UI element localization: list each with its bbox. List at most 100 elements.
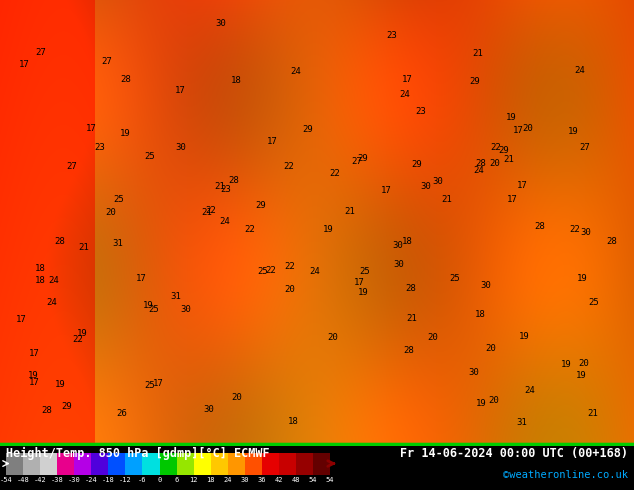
Text: -38: -38 <box>51 477 64 483</box>
Text: 17: 17 <box>507 195 517 204</box>
Text: 17: 17 <box>29 378 39 387</box>
Text: 19: 19 <box>576 371 586 380</box>
Text: 28: 28 <box>476 159 486 169</box>
Text: 18: 18 <box>288 417 299 426</box>
Text: 30: 30 <box>469 368 479 377</box>
Text: 30: 30 <box>432 177 443 186</box>
Text: 19: 19 <box>120 129 131 138</box>
Text: 22: 22 <box>285 262 295 271</box>
Text: 24: 24 <box>223 477 232 483</box>
Text: 20: 20 <box>486 344 496 353</box>
Bar <box>313 453 330 474</box>
Text: 25: 25 <box>113 195 124 204</box>
Text: 20: 20 <box>489 396 500 405</box>
Text: 28: 28 <box>406 284 417 293</box>
Text: 6: 6 <box>174 477 179 483</box>
Text: 30: 30 <box>481 281 491 290</box>
Text: 30: 30 <box>394 260 404 269</box>
Text: 21: 21 <box>588 409 598 418</box>
Text: 28: 28 <box>229 176 240 185</box>
Text: 29: 29 <box>498 146 509 155</box>
Text: 54: 54 <box>325 477 334 483</box>
Text: 25: 25 <box>257 268 268 276</box>
Bar <box>41 453 58 474</box>
Text: 17: 17 <box>513 126 524 135</box>
Text: 42: 42 <box>275 477 283 483</box>
Text: 28: 28 <box>607 237 618 246</box>
Text: 19: 19 <box>55 380 65 389</box>
Text: 24: 24 <box>47 297 57 307</box>
Bar <box>108 453 126 474</box>
Text: 29: 29 <box>470 77 481 86</box>
Text: 17: 17 <box>16 316 27 324</box>
Text: 22: 22 <box>245 225 256 234</box>
Text: -48: -48 <box>17 477 30 483</box>
Text: 18: 18 <box>401 237 412 246</box>
Bar <box>228 453 245 474</box>
Text: 17: 17 <box>29 349 39 358</box>
Text: 20: 20 <box>231 393 242 402</box>
Text: 25: 25 <box>588 297 599 307</box>
Text: 19: 19 <box>143 301 153 310</box>
Text: 24: 24 <box>524 386 535 394</box>
Text: 23: 23 <box>94 143 105 151</box>
Text: 20: 20 <box>522 123 533 133</box>
Text: Height/Temp. 850 hPa [gdmp][°C] ECMWF: Height/Temp. 850 hPa [gdmp][°C] ECMWF <box>6 447 270 460</box>
Text: 28: 28 <box>120 74 131 84</box>
Bar <box>176 453 193 474</box>
Text: -42: -42 <box>34 477 47 483</box>
Text: 24: 24 <box>574 66 585 75</box>
Text: 19: 19 <box>28 371 39 380</box>
Text: 18: 18 <box>231 76 242 85</box>
Text: 17: 17 <box>354 277 365 287</box>
Bar <box>23 453 41 474</box>
Bar <box>160 453 176 474</box>
Text: ©weatheronline.co.uk: ©weatheronline.co.uk <box>503 470 628 480</box>
Bar <box>126 453 143 474</box>
Text: 30: 30 <box>181 305 191 315</box>
Text: 22: 22 <box>73 336 84 344</box>
Bar <box>193 453 210 474</box>
Text: 17: 17 <box>380 186 391 195</box>
Text: 19: 19 <box>476 399 486 408</box>
Text: 30: 30 <box>176 143 186 151</box>
Text: 24: 24 <box>309 268 320 276</box>
Bar <box>210 453 228 474</box>
Text: 29: 29 <box>256 200 266 210</box>
Text: 18: 18 <box>35 276 46 285</box>
Text: 30: 30 <box>204 405 214 414</box>
Text: 30: 30 <box>240 477 249 483</box>
Text: 17: 17 <box>136 274 146 283</box>
Text: 27: 27 <box>36 48 46 57</box>
Text: Fr 14-06-2024 00:00 UTC (00+168): Fr 14-06-2024 00:00 UTC (00+168) <box>399 447 628 460</box>
Text: 27: 27 <box>352 157 363 166</box>
Text: 17: 17 <box>18 60 29 69</box>
Text: 36: 36 <box>257 477 266 483</box>
Text: 25: 25 <box>145 381 155 390</box>
Text: 18: 18 <box>475 310 486 319</box>
Text: 27: 27 <box>67 162 77 171</box>
Text: 24: 24 <box>290 67 301 76</box>
Text: 48: 48 <box>292 477 300 483</box>
Text: -24: -24 <box>85 477 98 483</box>
Text: 30: 30 <box>420 182 431 191</box>
Text: 20: 20 <box>489 159 500 169</box>
Text: 23: 23 <box>387 31 398 40</box>
Text: 19: 19 <box>577 274 587 283</box>
Text: 17: 17 <box>174 86 185 95</box>
Text: 22: 22 <box>569 225 580 234</box>
Text: 17: 17 <box>517 180 527 190</box>
Text: 22: 22 <box>330 170 340 178</box>
Text: 19: 19 <box>77 329 87 338</box>
Text: 19: 19 <box>323 225 333 234</box>
Text: 30: 30 <box>581 228 592 238</box>
Text: 22: 22 <box>283 162 294 171</box>
Text: -12: -12 <box>119 477 132 483</box>
Text: 23: 23 <box>416 107 427 116</box>
Text: 19: 19 <box>519 332 529 341</box>
Text: 28: 28 <box>404 345 415 355</box>
Text: 29: 29 <box>61 402 72 412</box>
Bar <box>91 453 108 474</box>
Text: 18: 18 <box>35 264 46 273</box>
Text: 29: 29 <box>358 154 368 163</box>
